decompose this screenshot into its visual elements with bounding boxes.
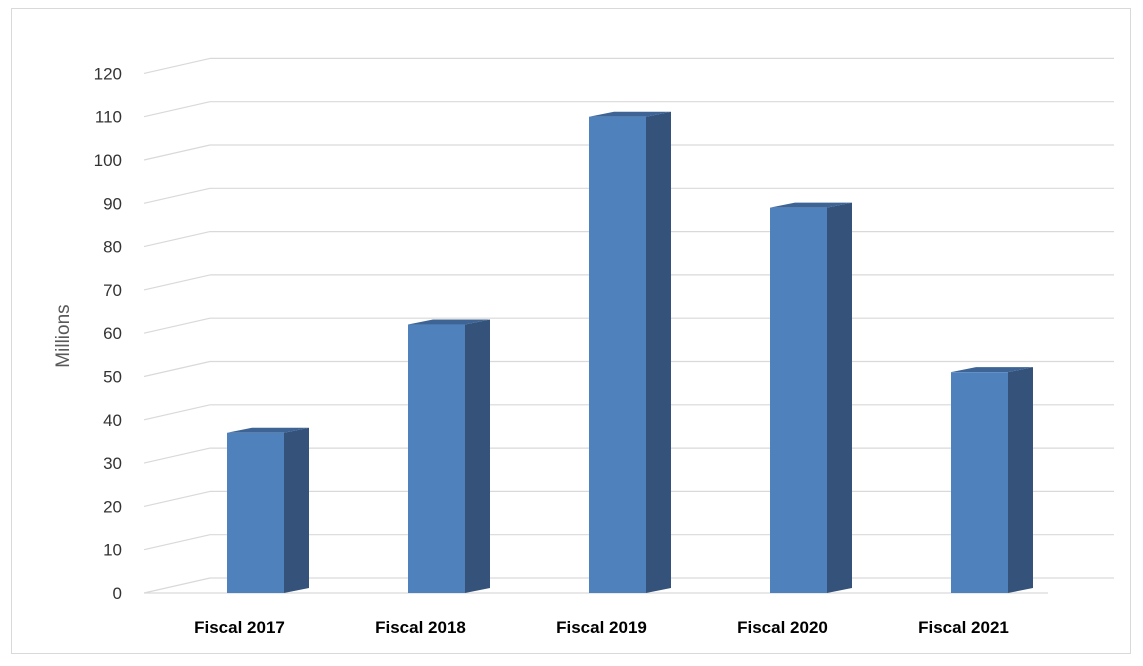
gridline-side [143, 231, 211, 248]
bar-front [951, 372, 1008, 593]
bar-side [827, 202, 852, 593]
y-axis-title: Millions [53, 304, 74, 367]
bar-side [1008, 367, 1033, 593]
gridline-side [143, 317, 211, 334]
y-tick-label: 60 [103, 324, 122, 343]
y-tick-label: 80 [103, 238, 122, 257]
bar-front [770, 207, 827, 593]
y-tick-label: 120 [94, 64, 122, 83]
bar-chart: 0 10 20 30 40 50 60 70 80 90 100 110 120 Fiscal 2017… [53, 57, 1114, 637]
bar-front [408, 324, 465, 593]
y-tick-label: 70 [103, 281, 122, 300]
x-category-label: Fiscal 2018 [375, 618, 466, 637]
gridline-side [143, 187, 211, 204]
gridline-side [143, 534, 211, 551]
gridline-side [143, 577, 211, 594]
gridline-side [143, 447, 211, 464]
x-axis-categories: Fiscal 2017 Fiscal 2018 Fiscal 2019 Fiscal … [194, 618, 1009, 637]
bar-top [408, 319, 490, 325]
gridline-side [143, 274, 211, 291]
chart-frame: 0 10 20 30 40 50 60 70 80 90 100 110 120 Fiscal 2017… [11, 8, 1131, 654]
y-tick-label: 20 [103, 497, 122, 516]
y-tick-label: 0 [113, 584, 122, 603]
bar-side [646, 111, 671, 593]
y-tick-label: 30 [103, 454, 122, 473]
gridline-side [143, 490, 211, 507]
y-tick-label: 50 [103, 368, 122, 387]
bar-front [227, 432, 284, 593]
gridline-side [143, 144, 211, 161]
bars [227, 111, 1033, 593]
y-axis-ticks: 0 10 20 30 40 50 60 70 80 90 100 110 120 [94, 64, 122, 603]
bar-top [770, 202, 852, 208]
bar [951, 367, 1033, 593]
bar-top [227, 427, 309, 433]
bar-top [589, 111, 671, 117]
gridline-side [143, 404, 211, 421]
bar [770, 202, 852, 593]
y-tick-label: 40 [103, 411, 122, 430]
bar-front [589, 116, 646, 593]
x-category-label: Fiscal 2020 [737, 618, 828, 637]
bar-side [465, 319, 490, 593]
bar [408, 319, 490, 593]
y-tick-label: 90 [103, 194, 122, 213]
x-category-label: Fiscal 2021 [918, 618, 1009, 637]
bar-side [284, 427, 309, 593]
y-tick-label: 100 [94, 151, 122, 170]
bar [227, 427, 309, 593]
bar [589, 111, 671, 593]
x-category-label: Fiscal 2019 [556, 618, 647, 637]
x-category-label: Fiscal 2017 [194, 618, 285, 637]
gridline-side [143, 101, 211, 118]
y-tick-label: 10 [103, 541, 122, 560]
y-tick-label: 110 [95, 108, 122, 127]
gridline-side [143, 57, 211, 74]
gridline-side [143, 360, 211, 378]
bar-top [951, 367, 1033, 373]
